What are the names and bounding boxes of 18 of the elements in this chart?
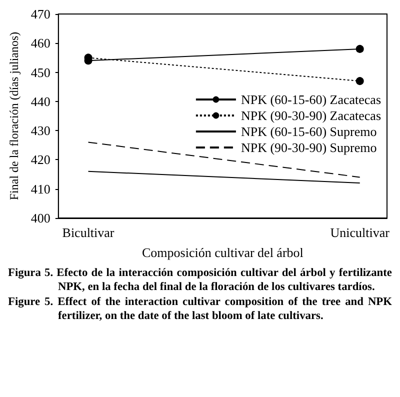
y-tick-label: 440 <box>30 94 50 109</box>
text: Figura 5. Efecto de la interacción composición cultivar del árbol y fertilizante NPK, en la fecha del final de la floración de los cultivares tardíos. <box>8 266 392 294</box>
y-tick-label: 460 <box>30 36 50 51</box>
caption: Figure 5. Effect of the interaction cultivar composition of the tree and NPK fertilizer, on the date of the last bloom of late cultivars. <box>8 295 392 323</box>
y-tick-label: 400 <box>30 210 50 226</box>
legend-label: NPK (60-15-60) Supremo <box>240 124 377 139</box>
legend-label: NPK (60-15-60) Zacatecas <box>240 92 382 107</box>
y-tick-label: 430 <box>30 123 50 138</box>
legend-label: NPK (90-30-90) Supremo <box>240 140 377 155</box>
y-axis-title: Final de la floración (días julianos) <box>7 32 21 200</box>
y-tick-label: 470 <box>30 6 50 22</box>
y-tick-label: 410 <box>30 181 50 196</box>
legend-label: NPK (90-30-90) Zacatecas <box>240 108 382 123</box>
x-tick-label: Bicultivar <box>62 225 115 240</box>
x-tick-label: Unicultivar <box>330 225 390 240</box>
y-tick-label: 450 <box>30 64 50 80</box>
y-tick-label: 420 <box>30 152 50 168</box>
x-axis-title: Composición cultivar del árbol <box>142 245 304 260</box>
